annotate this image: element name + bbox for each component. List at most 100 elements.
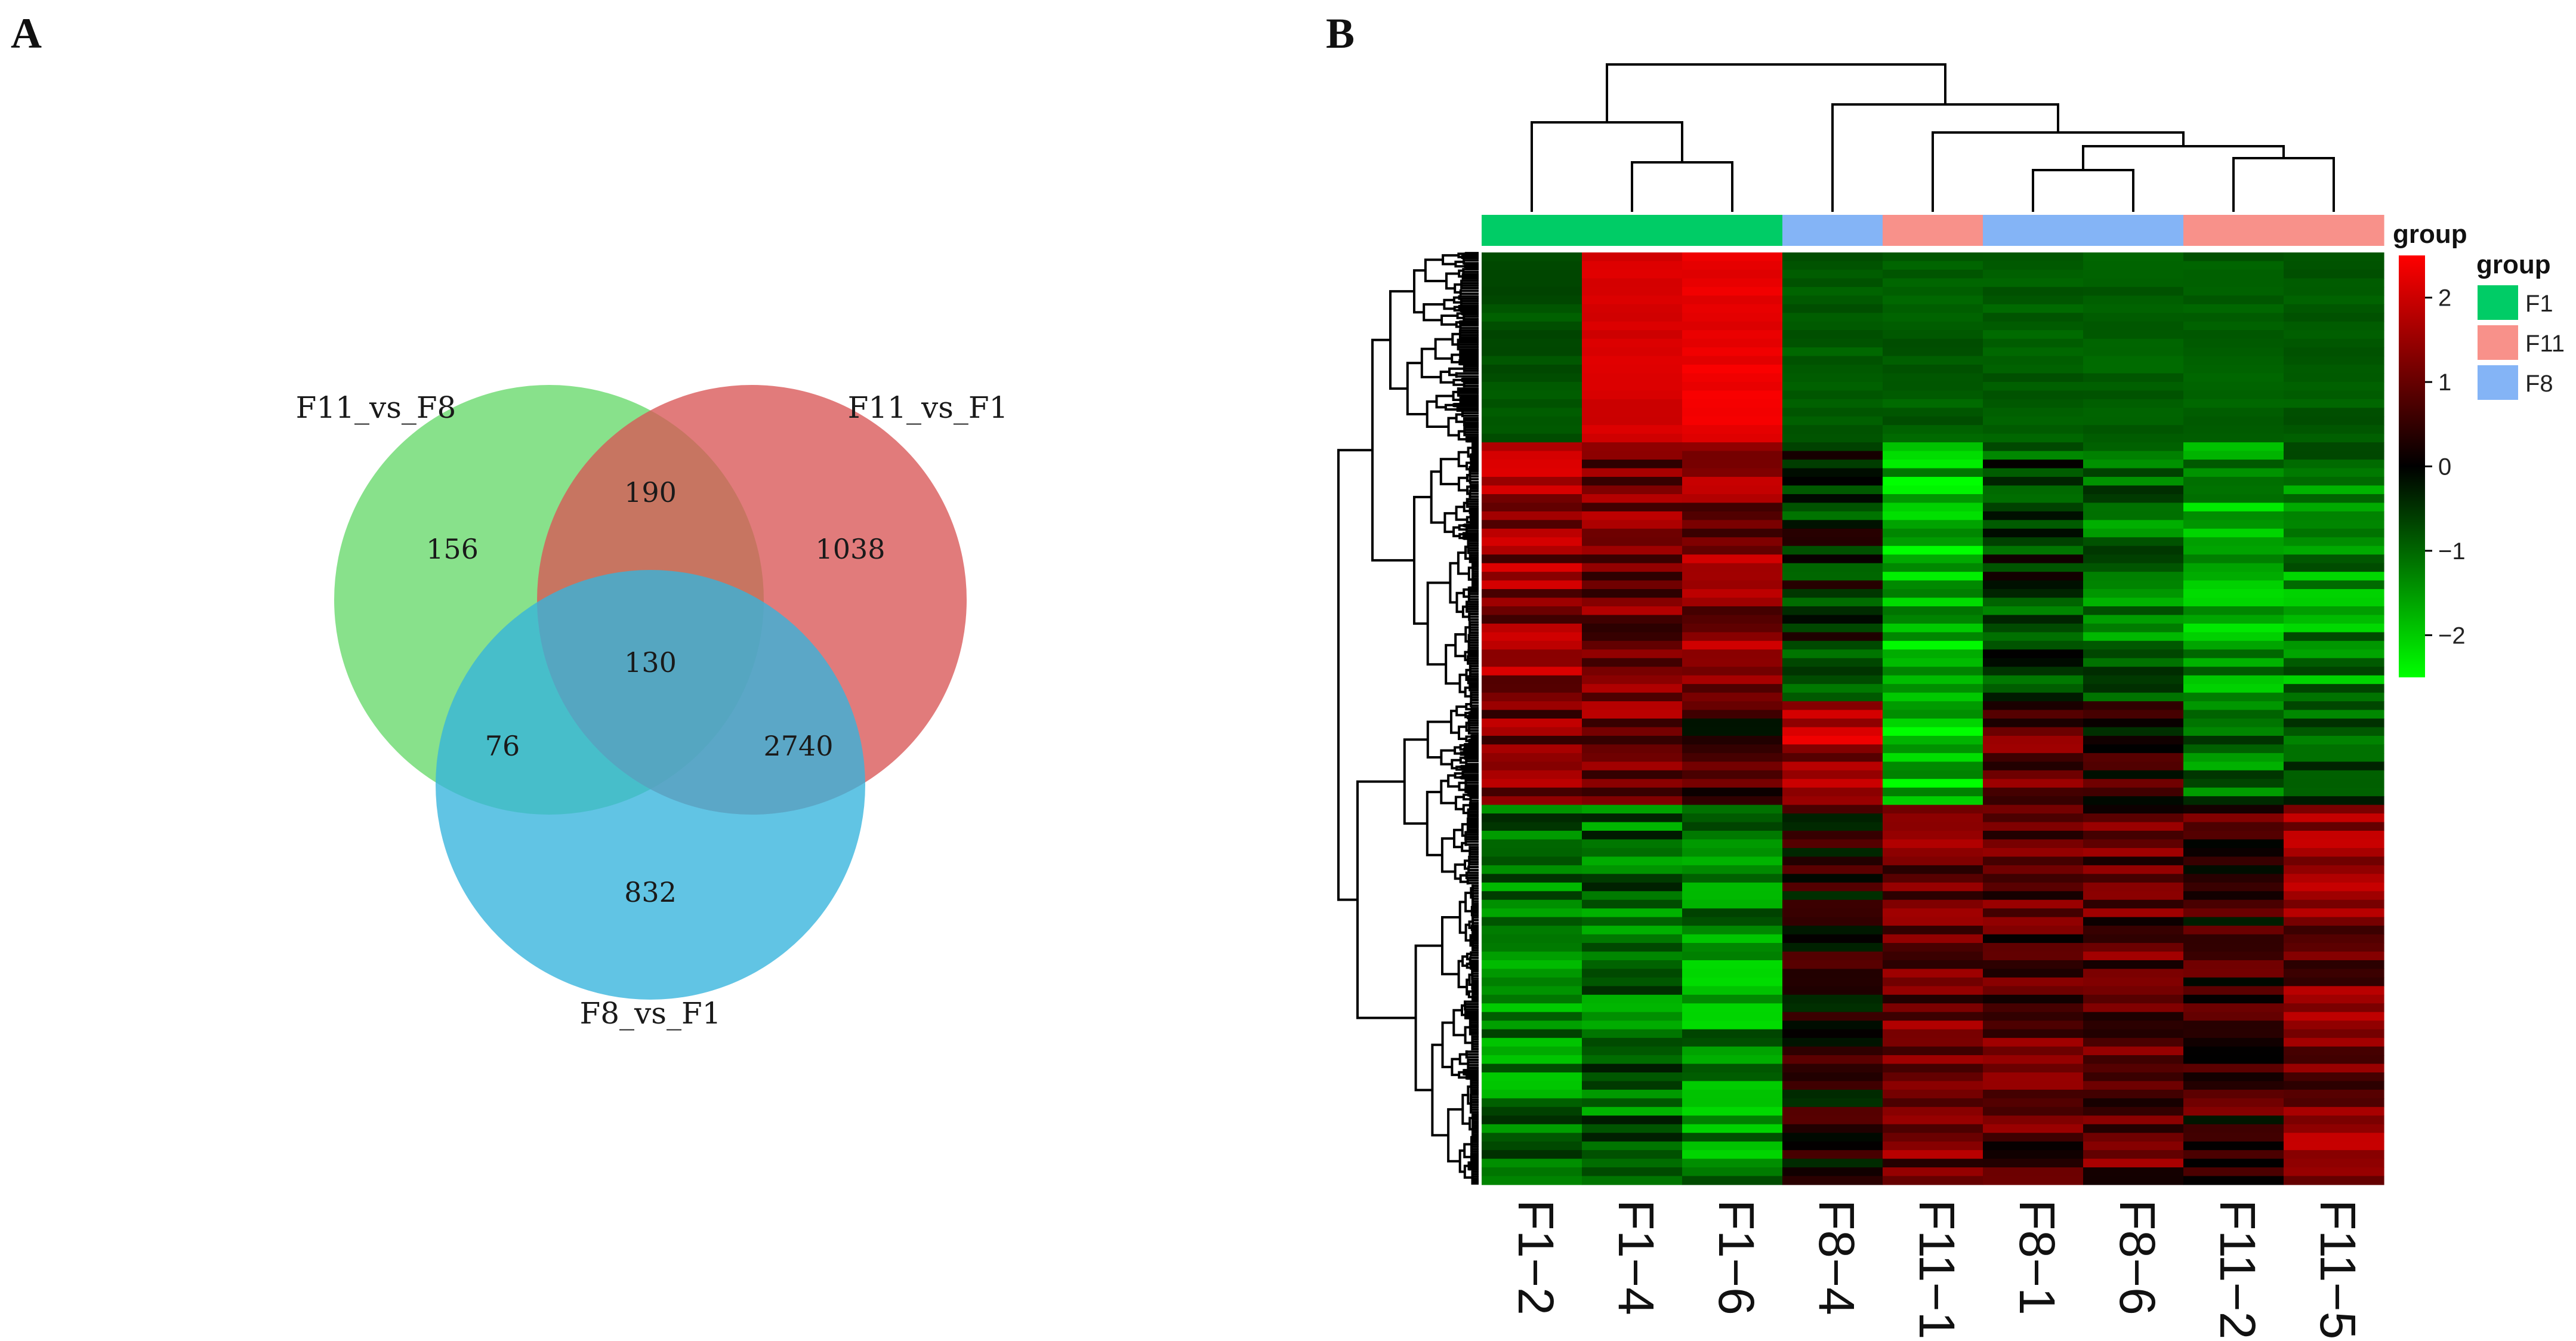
heatmap-cell [1482,330,1582,340]
heatmap-cell [1782,1106,1883,1116]
heatmap-cell [2183,1176,2284,1185]
heatmap-cell [2183,753,2284,762]
heatmap-cell [1782,460,1883,469]
heatmap-cell [1983,1133,2084,1142]
column-label: F11−2 [2210,1200,2266,1339]
heatmap-cell [1983,934,2084,944]
heatmap-cell [2284,269,2384,279]
heatmap-cell [1782,770,1883,779]
row-dendrogram [1337,252,1479,1185]
heatmap-cell [1582,468,1683,477]
heatmap-cell [1482,934,1582,944]
venn-region-count: 156 [426,533,479,565]
heatmap-cell [2284,787,2384,797]
heatmap-cell [2183,891,2284,901]
heatmap-cell [1983,485,2084,495]
heatmap-cell [1883,365,1983,374]
row-dendrogram-link [1406,362,1427,415]
heatmap-cell [2183,1012,2284,1021]
heatmap-cell [1682,640,1783,650]
heatmap-cell [2284,1089,2384,1099]
heatmap-cell [2083,1063,2184,1073]
heatmap-cell [1883,779,1983,788]
heatmap-cell [2183,261,2284,270]
heatmap-cell [1582,762,1683,771]
heatmap-cell [1682,615,1783,624]
heatmap-cell [2083,433,2184,443]
heatmap-cell [1582,373,1683,383]
heatmap-cell [1682,468,1783,477]
heatmap-cell [1682,347,1783,357]
heatmap-cell [1582,675,1683,685]
heatmap-cell [1482,295,1582,305]
heatmap-cell [1482,692,1582,702]
heatmap-cell [2083,416,2184,426]
heatmap-cell [1883,735,1983,745]
heatmap-cell [1782,744,1883,754]
heatmap-cell [1983,442,2084,452]
heatmap-cell [1883,321,1983,331]
heatmap-cell [2083,365,2184,374]
heatmap-cell [1682,321,1783,331]
heatmap-cell [1482,831,1582,840]
heatmap-cell [1983,269,2084,279]
heatmap-cell [1482,356,1582,365]
row-dendrogram-link [1439,371,1454,384]
heatmap-cell [1782,804,1883,814]
heatmap-cell [1482,304,1582,313]
heatmap-cell [1582,460,1683,469]
group-annotation-cell [1482,215,1582,246]
heatmap-cell [2083,580,2184,590]
heatmap-cell [2183,252,2284,262]
heatmap-cell [2284,1176,2384,1185]
heatmap-cell [2284,692,2384,702]
heatmap-cell [1983,304,2084,313]
heatmap-cell [1883,589,1983,599]
heatmap-cell [1883,1046,1983,1056]
heatmap-cell [1883,347,1983,357]
heatmap-cell [2284,969,2384,978]
heatmap-cell [1482,321,1582,331]
heatmap-cell [1482,796,1582,806]
heatmap-cell [2183,563,2284,572]
heatmap-cell [1883,710,1983,719]
heatmap-cell [1482,623,1582,633]
heatmap-cell [1682,951,1783,961]
heatmap-cell [1682,1038,1783,1047]
heatmap-cell [1883,408,1983,417]
venn-region-count: 130 [624,646,677,679]
column-dendrogram-link [1606,63,1946,122]
heatmap-cell [1782,416,1883,426]
heatmap-cell [2284,779,2384,788]
heatmap-cell [1482,1141,1582,1151]
heatmap-cell [1983,1038,2084,1047]
column-label: F1−4 [1608,1200,1664,1315]
heatmap-cell [2183,286,2284,296]
heatmap-cell [2083,623,2184,633]
heatmap-cell [1682,813,1783,823]
heatmap-cell [1682,485,1783,495]
color-scale-tick-label: 2 [2438,285,2451,312]
heatmap-cell [1482,545,1582,555]
heatmap-cell [1582,951,1683,961]
heatmap-cell [1482,847,1582,857]
heatmap-cell [1782,787,1883,797]
heatmap-cell [1782,356,1883,365]
column-dendrogram-link [1831,103,2059,212]
heatmap-cell [1682,796,1783,806]
row-dendrogram-link [1356,780,1416,1019]
heatmap-cell [1883,882,1983,892]
column-dendrogram-link [2232,157,2335,212]
heatmap-cell [1582,856,1683,866]
heatmap-cell [1983,874,2084,883]
heatmap-cell [2183,468,2284,477]
heatmap-cell [2083,951,2184,961]
heatmap-cell [1482,442,1582,452]
heatmap-cell [1482,804,1582,814]
heatmap-cell [2083,321,2184,331]
heatmap-cell [2083,1115,2184,1125]
heatmap-cell [1482,1081,1582,1090]
heatmap-cell [1482,1124,1582,1133]
heatmap-cell [1883,640,1983,650]
heatmap-cell [1482,313,1582,322]
